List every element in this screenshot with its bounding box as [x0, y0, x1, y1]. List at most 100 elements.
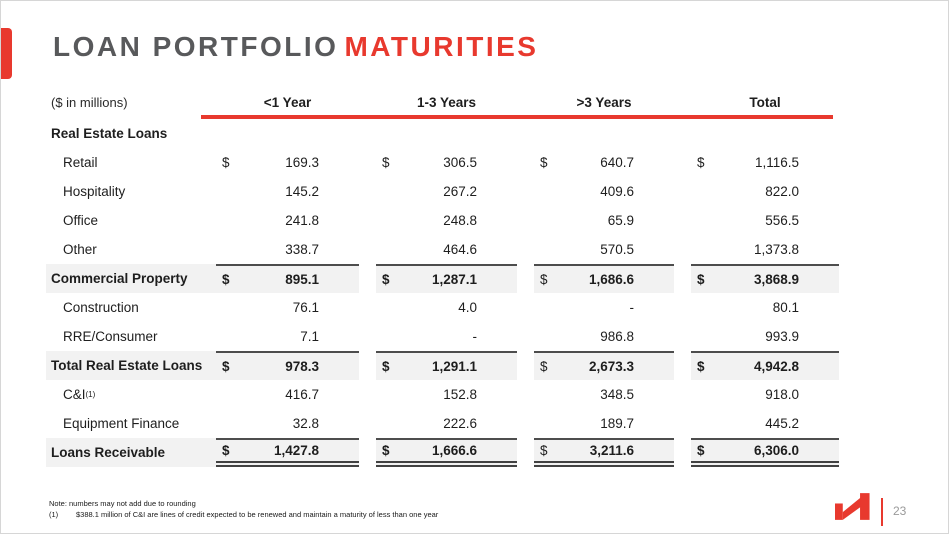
- cell-value: 822.0: [765, 184, 799, 199]
- column-spacer: [517, 177, 534, 206]
- row-label: Commercial Property: [46, 264, 216, 293]
- title-accent-bar: [1, 28, 12, 79]
- table-cell: 189.7: [534, 409, 674, 438]
- column-spacer: [517, 293, 534, 322]
- footer-divider: [881, 498, 883, 526]
- row-label: Real Estate Loans: [51, 126, 168, 141]
- table-cell: [534, 119, 674, 148]
- table-cell: $2,673.3: [534, 351, 674, 380]
- column-spacer: [359, 206, 376, 235]
- cell-value: 978.3: [285, 359, 319, 374]
- cell-value: 556.5: [765, 213, 799, 228]
- column-spacer: [517, 206, 534, 235]
- column-spacer: [359, 322, 376, 351]
- column-header-gt3years: >3 Years: [576, 94, 632, 110]
- column-spacer: [517, 438, 534, 467]
- cell-value: 267.2: [443, 184, 477, 199]
- table-cell: $306.5: [376, 148, 517, 177]
- column-spacer: [359, 235, 376, 264]
- table-row-retail: Retail $169.3 $306.5 $640.7 $1,116.5: [46, 148, 839, 177]
- column-spacer: [517, 351, 534, 380]
- table-cell: $169.3: [216, 148, 359, 177]
- dollar-sign: $: [697, 155, 705, 170]
- dollar-sign: $: [382, 155, 390, 170]
- column-spacer: [674, 235, 691, 264]
- column-spacer: [674, 206, 691, 235]
- cell-value: 1,291.1: [431, 359, 477, 374]
- dollar-sign: $: [382, 359, 390, 374]
- cell-value: 993.9: [765, 329, 799, 344]
- cell-value: 445.2: [765, 416, 799, 431]
- column-spacer: [674, 264, 691, 293]
- column-spacer: [517, 148, 534, 177]
- column-spacer: [517, 264, 534, 293]
- cell-value: 416.7: [285, 387, 319, 402]
- table-row-equipment-finance: Equipment Finance 32.8 222.6 189.7 445.2: [46, 409, 839, 438]
- row-label: Total Real Estate Loans: [46, 351, 216, 380]
- cell-value: 348.5: [600, 387, 634, 402]
- table-row-real-estate-loans: Real Estate Loans: [46, 119, 839, 148]
- column-spacer: [517, 89, 534, 115]
- cell-value: 4.0: [458, 300, 477, 315]
- cell-value: 152.8: [443, 387, 477, 402]
- table-cell: [376, 119, 517, 148]
- cell-value: 918.0: [765, 387, 799, 402]
- row-label: Retail: [63, 155, 98, 170]
- column-spacer: [359, 119, 376, 148]
- column-spacer: [674, 322, 691, 351]
- table-cell: $1,116.5: [691, 148, 839, 177]
- company-logo-icon: [835, 493, 870, 520]
- table-cell: 570.5: [534, 235, 674, 264]
- dollar-sign: $: [382, 272, 390, 287]
- table-cell: 986.8: [534, 322, 674, 351]
- row-label: Loans Receivable: [46, 438, 216, 467]
- column-header-1-3years: 1-3 Years: [416, 94, 477, 110]
- table-cell: $1,666.6: [376, 438, 517, 467]
- dollar-sign: $: [222, 359, 230, 374]
- dollar-sign: $: [540, 155, 548, 170]
- table-cell: $4,942.8: [691, 351, 839, 380]
- table-cell: $3,211.6: [534, 438, 674, 467]
- column-spacer: [359, 264, 376, 293]
- column-spacer: [359, 380, 376, 409]
- dollar-sign: $: [222, 443, 230, 458]
- table-cell: $1,287.1: [376, 264, 517, 293]
- column-spacer: [674, 89, 691, 115]
- cell-value: 76.1: [292, 300, 319, 315]
- column-spacer: [359, 438, 376, 467]
- cell-value: 3,211.6: [589, 443, 634, 458]
- cell-value: 986.8: [600, 329, 634, 344]
- table-row-hospitality: Hospitality 145.2 267.2 409.6 822.0: [46, 177, 839, 206]
- table-cell: 445.2: [691, 409, 839, 438]
- footnote-1-text: $388.1 million of C&I are lines of credi…: [76, 510, 439, 519]
- table-cell: 145.2: [216, 177, 359, 206]
- row-label: Other: [63, 242, 97, 257]
- footnote-1-marker: (1): [49, 510, 59, 519]
- column-spacer: [359, 293, 376, 322]
- column-spacer: [674, 380, 691, 409]
- dollar-sign: $: [540, 272, 548, 287]
- cell-value: 65.9: [607, 213, 634, 228]
- table-row-c-i: C&I (1) 416.7 152.8 348.5 918.0: [46, 380, 839, 409]
- cell-value: 640.7: [600, 155, 634, 170]
- table-row-total-real-estate-loans: Total Real Estate Loans $978.3 $1,291.1 …: [46, 351, 839, 380]
- footnotes: Note: numbers may not add due to roundin…: [49, 498, 438, 520]
- column-spacer: [359, 89, 376, 115]
- table-cell: $895.1: [216, 264, 359, 293]
- table-row-commercial-property: Commercial Property $895.1 $1,287.1 $1,6…: [46, 264, 839, 293]
- table-cell: 7.1: [216, 322, 359, 351]
- table-cell: 338.7: [216, 235, 359, 264]
- cell-value: 1,427.8: [273, 443, 319, 458]
- column-spacer: [674, 438, 691, 467]
- column-header-lt1year: <1 Year: [263, 94, 312, 110]
- table-row-construction: Construction 76.1 4.0 - 80.1: [46, 293, 839, 322]
- column-spacer: [359, 351, 376, 380]
- table-cell: 32.8: [216, 409, 359, 438]
- cell-value: 80.1: [772, 300, 799, 315]
- cell-value: 570.5: [600, 242, 634, 257]
- table-cell: 4.0: [376, 293, 517, 322]
- table-cell: 409.6: [534, 177, 674, 206]
- column-spacer: [674, 409, 691, 438]
- cell-value: 1,373.8: [753, 242, 799, 257]
- column-header-total: Total: [749, 94, 781, 110]
